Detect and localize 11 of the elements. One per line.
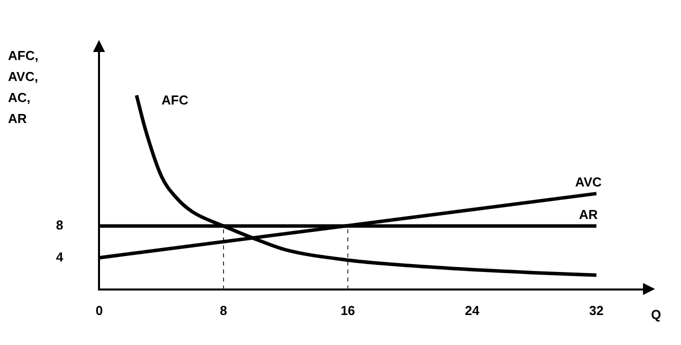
- x-axis-title: Q: [651, 306, 662, 322]
- series-label: AFC: [162, 92, 189, 108]
- y-tick-label: 4: [56, 249, 64, 264]
- y-axis-title: AFC, AVC, AC, AR: [8, 48, 38, 126]
- x-tick-label: 16: [340, 302, 356, 318]
- series-label: AVC: [575, 174, 602, 190]
- x-tick-label: 24: [464, 302, 480, 318]
- x-tick-label: 0: [96, 302, 103, 318]
- series-label: AR: [579, 207, 598, 222]
- x-tick-label: 8: [220, 302, 228, 318]
- x-tick-label: 32: [589, 302, 604, 318]
